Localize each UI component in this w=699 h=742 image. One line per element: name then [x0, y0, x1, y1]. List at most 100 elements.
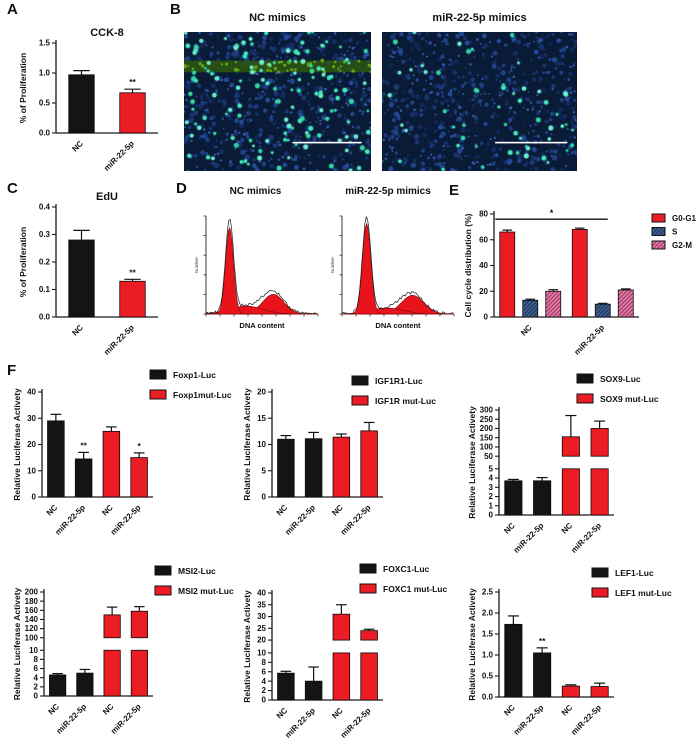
bright-cell	[360, 145, 365, 151]
bright-cell	[199, 38, 204, 43]
legend: SOX9-Luc SOX9 mut-Luc	[576, 373, 659, 404]
svg-text:Cell cycle distribution (%): Cell cycle distribution (%)	[463, 213, 473, 317]
svg-text:2: 2	[489, 492, 494, 501]
bright-cell	[206, 69, 210, 73]
bar	[277, 672, 295, 701]
bar	[74, 458, 93, 498]
fluorescence-image-nc	[181, 29, 374, 174]
significance-marker: **	[80, 440, 87, 450]
svg-text:0.3: 0.3	[39, 230, 51, 239]
bright-cell	[347, 120, 350, 124]
bars: **	[504, 615, 609, 698]
bright-cell	[265, 139, 270, 143]
bright-cell	[318, 90, 323, 95]
cellcycle-svg: 0 20 40 60 80 Cell cycle distribution (%) * NC m…	[463, 208, 697, 357]
bright-cell	[194, 122, 197, 126]
data-trace	[205, 218, 318, 315]
legend: IGF1R1-Luc IGF1R mut-Luc	[351, 375, 436, 406]
bar	[332, 652, 351, 701]
svg-text:miR-22-5p: miR-22-5p	[283, 706, 317, 740]
legend-label: G2-M	[672, 241, 692, 250]
igf1r-luciferase-chart: 0 5 10 15 20 Relative Luciferase Activety NC mi…	[240, 362, 468, 558]
bright-cell	[185, 43, 191, 49]
bright-cell	[184, 31, 188, 35]
bright-cell	[284, 117, 289, 122]
bright-cell	[504, 123, 507, 126]
bright-cell	[436, 70, 441, 75]
bright-cell	[237, 113, 242, 118]
bright-cell	[342, 87, 348, 93]
bright-cell	[412, 30, 417, 34]
svg-text:40: 40	[257, 589, 266, 598]
svg-text:5: 5	[262, 466, 267, 475]
svg-text:Relative Luciferase Activety: Relative Luciferase Activety	[12, 388, 22, 501]
bars	[499, 227, 634, 318]
svg-text:10: 10	[27, 466, 36, 475]
svg-text:15: 15	[257, 414, 266, 423]
svg-text:EdU: EdU	[96, 192, 118, 203]
legend-swatch	[154, 565, 172, 576]
bright-cell	[316, 66, 321, 71]
bright-cell	[452, 125, 455, 129]
svg-text:NC: NC	[519, 323, 534, 338]
bright-cell	[250, 42, 254, 46]
legend-label: MSI2-Luc	[178, 566, 216, 576]
svg-text:1.5: 1.5	[39, 39, 51, 48]
lef1-svg: 0.0 0.5 1.0 1.5 2.0 2.5 Relative Luciferase Ac…	[467, 567, 672, 737]
legend-swatch	[149, 369, 167, 380]
bright-cell	[366, 109, 370, 113]
legend-label: SOX9 mut-Luc	[600, 394, 659, 404]
svg-text:8: 8	[262, 658, 267, 667]
svg-text:miR-22-5p: miR-22-5p	[53, 503, 87, 537]
bright-cell	[276, 99, 281, 104]
bright-cell	[271, 151, 274, 154]
svg-text:35: 35	[257, 600, 266, 609]
foxp1-luciferase-chart: 0 10 20 30 40 Relative Luciferase Activety ** *…	[10, 362, 238, 558]
bright-cell	[423, 70, 428, 74]
bright-cell	[191, 107, 195, 111]
bright-cell	[237, 103, 242, 108]
svg-text:2: 2	[262, 686, 267, 695]
svg-text:miR-22-5p: miR-22-5p	[102, 139, 136, 173]
bright-cell	[334, 88, 338, 93]
bright-cell	[273, 61, 276, 64]
bright-cell	[242, 42, 246, 45]
svg-text:0.5: 0.5	[39, 99, 51, 108]
bright-cell	[548, 125, 554, 131]
bar	[360, 652, 378, 701]
bright-cell	[264, 31, 269, 35]
bright-cell	[397, 71, 402, 75]
svg-text:NC: NC	[70, 139, 85, 154]
bright-cell	[259, 68, 263, 73]
sox9-luciferase-chart: 0 1 2 3 4 5 50 100 150 200 250 300 Relative Lucifera…	[465, 362, 699, 558]
svg-text:5: 5	[489, 464, 494, 473]
svg-text:250: 250	[480, 415, 494, 424]
bright-cell	[317, 133, 322, 138]
svg-text:Relative Luciferase Activety: Relative Luciferase Activety	[467, 588, 477, 701]
bar	[522, 299, 539, 318]
bar	[130, 610, 148, 639]
bright-cell	[507, 150, 513, 155]
axes	[493, 211, 639, 318]
significance-marker: **	[129, 77, 136, 87]
bright-cell	[249, 65, 254, 70]
flow-nc-svg: Number DNA content	[194, 215, 319, 330]
svg-text:20: 20	[27, 440, 36, 449]
bar	[102, 430, 121, 498]
svg-text:% of Proliferation: % of Proliferation	[18, 227, 28, 297]
y-ticks: 0 5 10 15 20	[257, 388, 272, 502]
bright-cell	[268, 63, 271, 66]
bar	[130, 457, 148, 498]
bright-cell	[319, 108, 324, 112]
bars: ** *	[47, 413, 148, 498]
histogram-peak	[206, 226, 318, 315]
bar	[47, 420, 65, 498]
svg-text:Relative Luciferase Activety: Relative Luciferase Activety	[242, 590, 252, 703]
bar	[594, 303, 611, 318]
svg-text:0.0: 0.0	[39, 313, 51, 322]
cck8-svg: 0.0 0.5 1.0 1.5 % of Proliferation CCK-8 ** NC m…	[18, 27, 158, 173]
